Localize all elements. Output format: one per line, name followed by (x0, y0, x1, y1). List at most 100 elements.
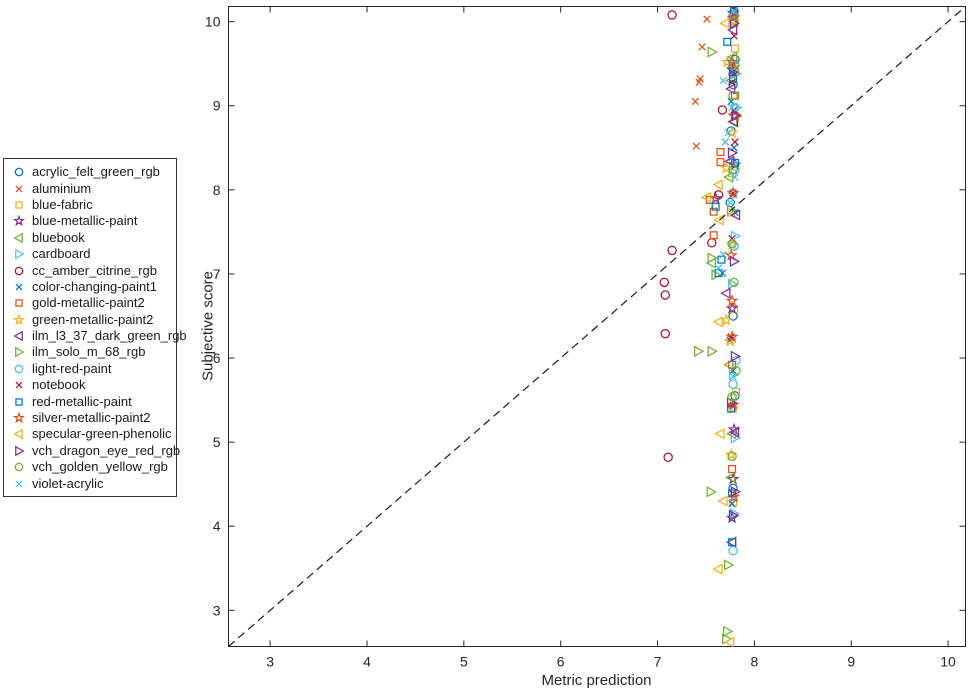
marker (730, 230, 742, 242)
marker (731, 138, 739, 146)
marker (728, 311, 738, 321)
marker (707, 252, 718, 264)
x-marker-icon (15, 283, 23, 291)
marker (707, 345, 718, 357)
triangle-right-marker-icon (15, 248, 25, 260)
legend-label: aluminium (32, 180, 92, 196)
marker (720, 287, 731, 299)
legend-label: cardboard (32, 246, 91, 262)
marker (726, 198, 734, 207)
marker (667, 245, 677, 256)
legend-item-acrylic_felt_green_rgb: acrylic_felt_green_rgb (11, 164, 172, 180)
y-tick-label: 7 (213, 266, 221, 282)
marker (717, 105, 728, 115)
marker (726, 24, 738, 36)
x-tick-label: 7 (654, 654, 662, 670)
marker (723, 625, 734, 638)
marker (727, 238, 737, 249)
legend-label: violet-acrylic (32, 475, 104, 491)
marker (728, 538, 737, 547)
marker (730, 486, 742, 498)
marker (727, 147, 739, 159)
marker (728, 499, 736, 508)
x-tick-label: 5 (460, 654, 468, 670)
marker (728, 483, 738, 494)
x-tick-label: 6 (557, 654, 565, 670)
marker (725, 125, 739, 139)
legend-item-aluminium: aluminium (11, 180, 172, 196)
legend-item-ilm_solo_m_68_rgb: ilm_solo_m_68_rgb (11, 344, 172, 360)
marker (712, 316, 723, 328)
circle-marker-icon (14, 266, 24, 275)
marker (730, 60, 740, 71)
marker (667, 10, 677, 20)
marker (714, 264, 723, 272)
triangle-right-marker-icon (15, 445, 25, 457)
star-marker-icon (12, 411, 26, 424)
marker (726, 401, 740, 415)
circle-marker-icon (14, 364, 24, 374)
legend-item-vch_golden_yellow_rgb: vch_golden_yellow_rgb (11, 459, 172, 475)
series-vch_dragon_eye_red_rgb (726, 17, 743, 521)
marker (729, 277, 739, 288)
marker (725, 471, 736, 484)
legend: acrylic_felt_green_rgb aluminium blue-fabr… (3, 158, 187, 497)
legend-label: acrylic_felt_green_rgb (32, 164, 160, 180)
star-marker-icon (12, 214, 26, 227)
legend-item-cc_amber_citrine_rgb: cc_amber_citrine_rgb (11, 262, 172, 278)
marker (709, 231, 718, 240)
y-axis-ticks: 3 4 5 6 7 8 9 10 (205, 14, 966, 618)
marker (660, 290, 671, 300)
triangle-left-marker-icon (13, 429, 23, 440)
marker (724, 636, 735, 647)
marker (731, 173, 739, 181)
x-tick-label: 9 (847, 654, 855, 670)
marker (729, 11, 739, 22)
marker (730, 32, 738, 40)
marker (725, 330, 739, 343)
identity-dashed-line (228, 6, 966, 647)
marker (728, 234, 736, 243)
triangle-left-marker-icon (13, 232, 23, 243)
legend-item-ilm_l3_37_dark_green_rgb: ilm_l3_37_dark_green_rgb (11, 328, 187, 344)
x-tick-label: 4 (363, 654, 371, 670)
series-vch_golden_yellow_rgb (727, 11, 741, 462)
x-marker-icon (15, 185, 23, 192)
marker (726, 398, 740, 411)
legend-label: silver-metallic-paint2 (32, 410, 151, 426)
marker (691, 97, 700, 106)
legend-item-notebook: notebook (11, 377, 172, 393)
legend-label: vch_golden_yellow_rgb (32, 459, 168, 475)
legend-item-green-metallic-paint2: green-metallic-paint2 (11, 312, 172, 328)
marker (716, 158, 725, 167)
legend-item-color-changing-paint1: color-changing-paint1 (11, 279, 172, 295)
legend-item-silver-metallic-paint2: silver-metallic-paint2 (11, 410, 172, 426)
legend-item-red-metallic-paint: red-metallic-paint (11, 393, 172, 409)
triangle-right-marker-icon (15, 347, 25, 358)
legend-label: notebook (32, 377, 86, 393)
marker (724, 559, 735, 571)
marker (724, 248, 738, 262)
series-violet-acrylic (714, 7, 739, 381)
y-tick-label: 8 (213, 182, 221, 198)
y-tick-label: 3 (213, 602, 221, 618)
marker (729, 507, 741, 520)
circle-marker-icon (14, 167, 24, 177)
marker (730, 350, 742, 363)
star-marker-icon (12, 313, 26, 325)
marker (725, 301, 739, 314)
legend-label: vch_dragon_eye_red_rgb (32, 442, 181, 458)
marker (711, 269, 722, 281)
legend-label: cc_amber_citrine_rgb (32, 262, 158, 278)
marker (706, 486, 717, 498)
legend-label: red-metallic-paint (32, 393, 132, 409)
marker (695, 78, 703, 86)
legend-item-blue-metallic-paint: blue-metallic-paint (11, 213, 172, 229)
x-tick-label: 8 (750, 654, 758, 670)
marker (728, 103, 736, 112)
x-axis-label: Metric prediction (541, 672, 652, 689)
marker (711, 202, 720, 211)
marker (726, 204, 738, 216)
legend-label: blue-fabric (32, 196, 93, 212)
